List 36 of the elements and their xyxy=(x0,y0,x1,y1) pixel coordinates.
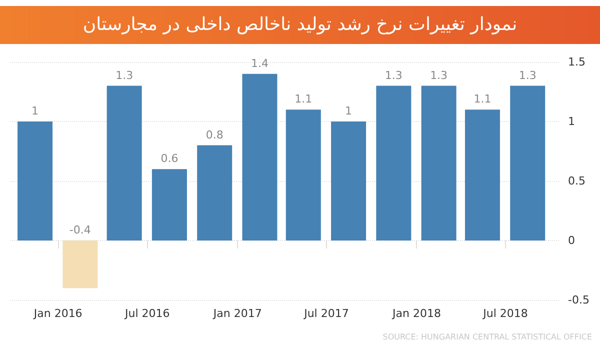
bar xyxy=(421,86,456,240)
data-label: 0.6 xyxy=(160,152,178,166)
x-tick-label: Jul 2016 xyxy=(124,307,170,320)
y-tick-label: 1.5 xyxy=(568,56,586,68)
data-label: 1.3 xyxy=(116,68,134,82)
y-tick-label: -0.5 xyxy=(568,294,590,306)
bar xyxy=(197,145,232,240)
x-tick-label: Jan 2018 xyxy=(392,307,441,320)
bar xyxy=(286,110,321,240)
chart-title: نمودار تغییرات نرخ رشد تولید ناخالص داخلی در مجارستان xyxy=(0,6,600,44)
y-tick-label: 0 xyxy=(568,234,575,247)
bar xyxy=(242,74,278,240)
data-label: 1 xyxy=(345,104,352,118)
data-label: 1 xyxy=(32,104,39,118)
data-label: 1.3 xyxy=(384,68,402,82)
bar xyxy=(510,86,546,240)
y-tick-label: 1 xyxy=(568,115,575,128)
x-tick-label: Jan 2016 xyxy=(32,307,82,320)
data-label: 1.1 xyxy=(474,92,492,106)
bar xyxy=(62,240,98,288)
x-tick-label: Jul 2018 xyxy=(482,307,528,320)
bar xyxy=(18,122,53,240)
bar xyxy=(152,169,187,240)
data-label: 0.8 xyxy=(206,128,224,142)
data-label: 1.1 xyxy=(294,92,312,106)
bar xyxy=(331,122,366,240)
data-label: 1.3 xyxy=(518,68,536,82)
y-tick-label: 0.5 xyxy=(568,174,586,188)
x-tick-label: Jan 2017 xyxy=(212,307,262,320)
bar xyxy=(464,110,500,240)
x-tick-label: Jul 2017 xyxy=(303,307,349,320)
bar xyxy=(106,86,142,240)
data-label: -0.4 xyxy=(69,224,91,236)
bar xyxy=(376,86,412,240)
data-label: 1.3 xyxy=(430,68,448,82)
data-label: 1.4 xyxy=(250,56,268,70)
